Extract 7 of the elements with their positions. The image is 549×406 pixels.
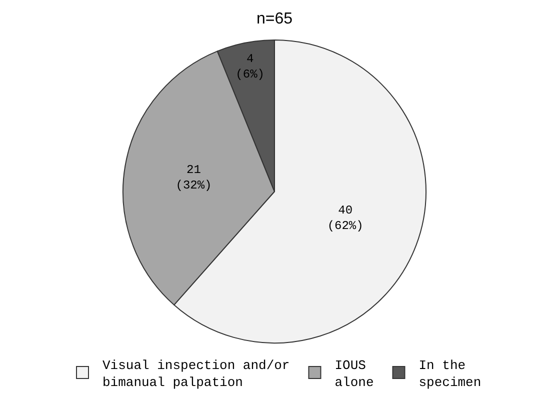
chart-title: n=65: [256, 10, 293, 28]
data-label: 21 (32%): [176, 162, 212, 193]
legend-label: Visual inspection and/or bimanual palpation: [102, 358, 290, 390]
data-label: 40 (62%): [327, 204, 364, 234]
data-label: 4 (6%): [236, 52, 264, 82]
legend-label: IOUS alone: [334, 358, 374, 390]
legend-label: In the specimen: [418, 358, 482, 390]
